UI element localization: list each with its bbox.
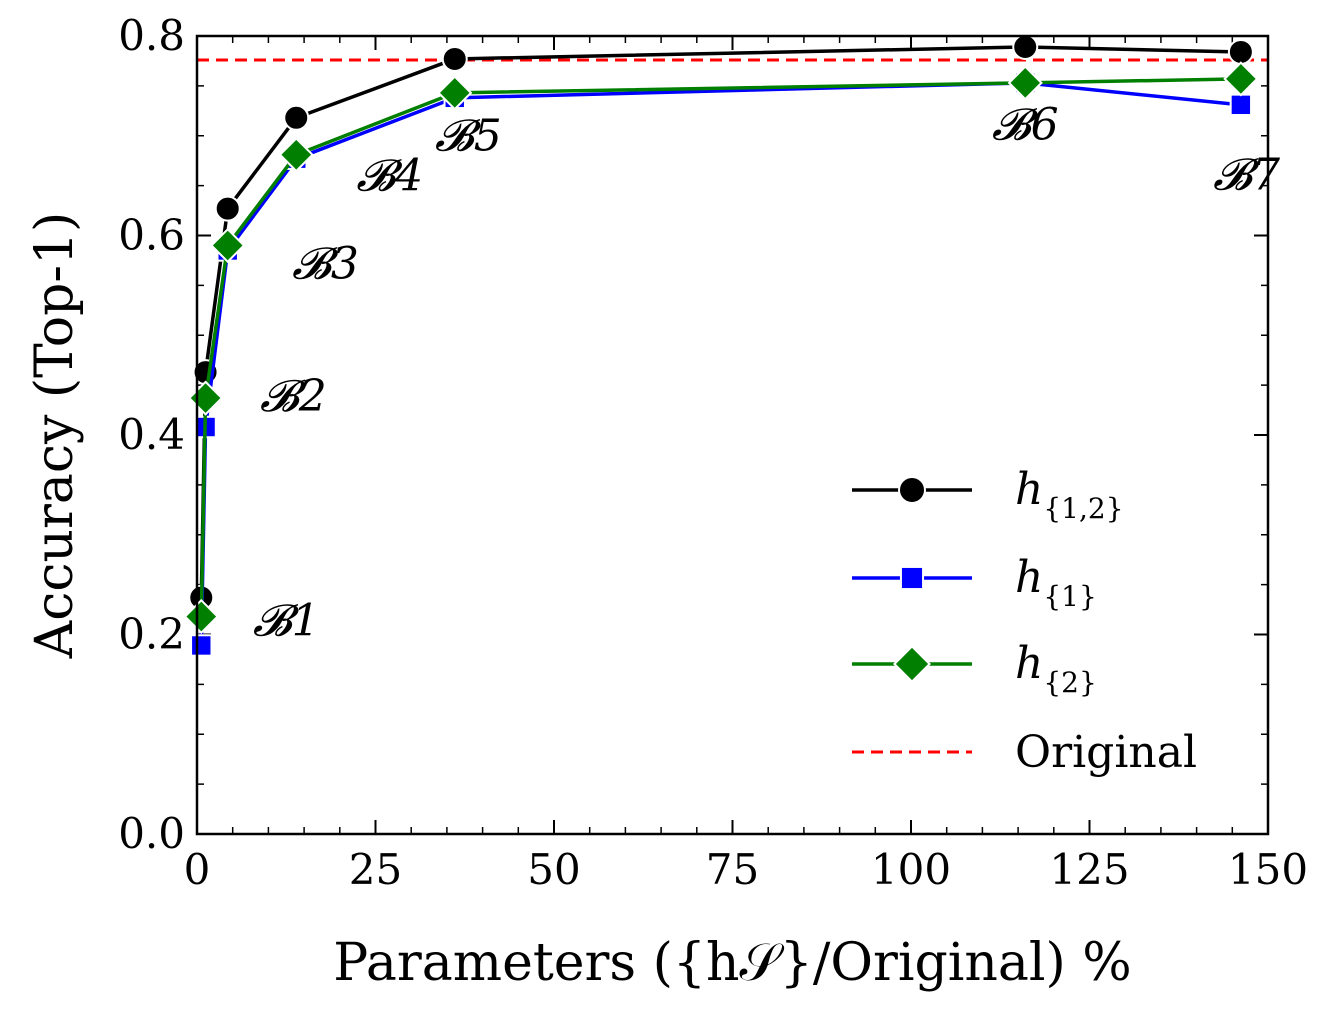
block-annotation: 𝓑4 [356, 151, 423, 202]
data-point [1223, 61, 1259, 97]
data-point [214, 195, 241, 222]
y-tick-label: 0.2 [118, 610, 185, 659]
legend-label: h{2} [1015, 638, 1097, 699]
legend-item: h{2} [852, 638, 1097, 699]
block-annotation: 𝓑6 [992, 100, 1059, 151]
x-tick-label: 75 [706, 845, 759, 894]
data-point [1227, 38, 1254, 65]
y-tick-label: 0.6 [118, 211, 185, 260]
block-annotation: 𝓑5 [435, 111, 502, 162]
x-tick-label: 0 [184, 845, 211, 894]
legend-item: h{1,2} [852, 464, 1124, 525]
series-layer [183, 33, 1259, 657]
series-diamond [183, 61, 1259, 635]
data-point [187, 380, 224, 416]
data-point [437, 75, 473, 111]
data-point [183, 598, 219, 635]
y-tick-label: 0.4 [118, 410, 185, 459]
data-point [1229, 93, 1253, 117]
block-annotation: 𝓑1 [253, 595, 320, 646]
x-tick-label: 100 [871, 845, 951, 894]
y-tick-label: 0.0 [118, 809, 185, 858]
data-point [1012, 33, 1039, 60]
x-tick-label: 150 [1228, 845, 1308, 894]
block-annotation: 𝓑3 [292, 238, 359, 289]
block-annotation: 𝓑2 [260, 371, 327, 422]
x-tick-label: 25 [349, 845, 402, 894]
y-axis-label: Accuracy (Top-1) [25, 212, 85, 660]
legend-label: Original [1015, 727, 1197, 778]
legend-label: h{1} [1015, 552, 1097, 613]
x-axis-label: Parameters ({h𝒮}/Original) % [333, 933, 1131, 993]
y-tick-label: 0.8 [118, 11, 185, 60]
data-point [441, 45, 468, 72]
data-point [210, 227, 246, 264]
data-point [278, 137, 314, 173]
legend-item-original: Original [852, 727, 1197, 778]
legend-marker [893, 645, 931, 683]
legend: h{1,2} h{1} h{2} Original [852, 464, 1197, 778]
data-point [1007, 65, 1043, 101]
x-tick-label: 50 [527, 845, 580, 894]
legend-item: h{1} [852, 552, 1097, 613]
ticks-layer: 0 25 50 75 100 125 150 0.0 0.2 0.4 0.6 0.8 [118, 11, 1308, 894]
x-tick-label: 125 [1049, 845, 1129, 894]
data-point [283, 104, 310, 131]
block-annotation: 𝓑7 [1213, 150, 1280, 201]
series-square [190, 71, 1253, 657]
plot-frame [195, 34, 1270, 836]
legend-marker [899, 565, 925, 591]
legend-marker [898, 476, 926, 504]
data-point [190, 634, 213, 657]
legend-label: h{1,2} [1015, 464, 1124, 525]
